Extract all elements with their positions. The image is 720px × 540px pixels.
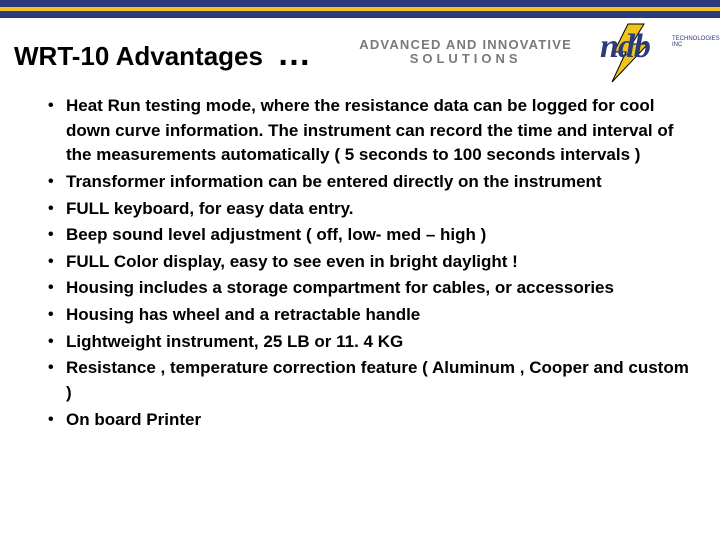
list-item: Housing includes a storage compartment f… [44, 276, 690, 301]
list-item: FULL keyboard, for easy data entry. [44, 197, 690, 222]
list-item: Transformer information can be entered d… [44, 170, 690, 195]
page-title: WRT-10 Advantages [14, 41, 263, 72]
tagline-line-2: SOLUTIONS [359, 52, 572, 66]
logo-text: ndb [600, 28, 650, 66]
logo-subtext: TECHNOLOGIES INC [672, 36, 720, 48]
list-item: On board Printer [44, 408, 690, 433]
top-gradient-border [0, 0, 720, 18]
list-item: Heat Run testing mode, where the resista… [44, 94, 690, 168]
list-item: Lightweight instrument, 25 LB or 11. 4 K… [44, 330, 690, 355]
ndb-logo: ndb TECHNOLOGIES INC [586, 28, 706, 84]
content-area: Heat Run testing mode, where the resista… [0, 90, 720, 432]
title-ellipsis: … [277, 35, 311, 74]
list-item: Beep sound level adjustment ( off, low- … [44, 223, 690, 248]
header-row: WRT-10 Advantages … ADVANCED AND INNOVAT… [0, 18, 720, 90]
list-item: Resistance , temperature correction feat… [44, 356, 690, 405]
tagline-block: ADVANCED AND INNOVATIVE SOLUTIONS [359, 38, 572, 65]
list-item: Housing has wheel and a retractable hand… [44, 303, 690, 328]
list-item: FULL Color display, easy to see even in … [44, 250, 690, 275]
tagline-line-1: ADVANCED AND INNOVATIVE [359, 38, 572, 52]
advantages-list: Heat Run testing mode, where the resista… [44, 94, 690, 432]
